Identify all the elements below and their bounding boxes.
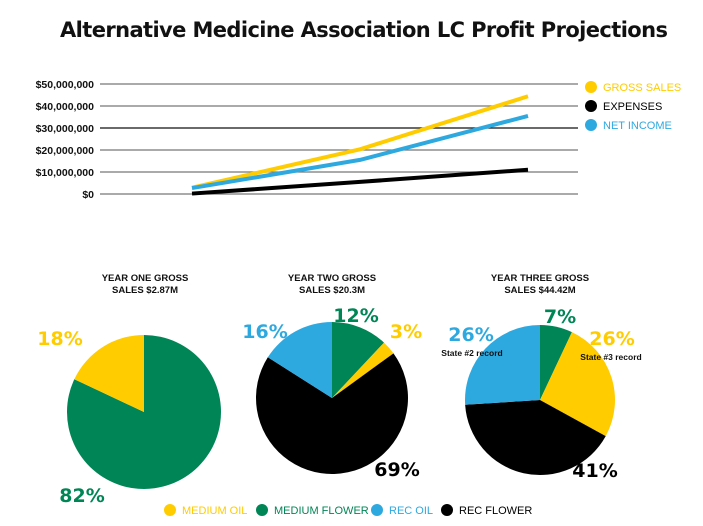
- pie-slice-rec-flower: [256, 353, 408, 474]
- pie-percent-label: 12%: [333, 305, 378, 327]
- pie-percent-label: 16%: [242, 321, 287, 343]
- pie-percent-label: 26%: [448, 324, 493, 346]
- pie-legend-marker-medium-flower: [256, 504, 268, 516]
- pie-title: YEAR THREE GROSS: [491, 273, 589, 284]
- pie-slice-medium-oil: [332, 342, 394, 398]
- pie-slice-medium-oil: [74, 335, 144, 412]
- pie-percent-label: 41%: [572, 460, 617, 482]
- pie-note: State #2 record: [441, 348, 502, 358]
- y-tick-label: $30,000,000: [36, 123, 95, 135]
- series-line-net-income: [191, 113, 529, 191]
- pie-title: SALES $2.87M: [112, 285, 178, 296]
- pie-note: State #3 record: [580, 352, 641, 362]
- pie-percent-label: 26%: [589, 328, 634, 350]
- pie-slice-rec-flower: [465, 400, 606, 476]
- y-tick-label: $20,000,000: [36, 145, 95, 157]
- pie-percent-label: 3%: [390, 321, 422, 343]
- y-tick-label: $0: [82, 189, 94, 201]
- y-tick-label: $10,000,000: [36, 167, 95, 179]
- pie-legend-label: REC OIL: [389, 505, 433, 517]
- legend-marker-expenses: [585, 100, 597, 112]
- pie-slice-rec-oil: [465, 325, 540, 405]
- pie-legend-marker-rec-flower: [441, 504, 453, 516]
- pie-title: SALES $20.3M: [299, 285, 365, 296]
- pie-percent-label: 7%: [544, 306, 576, 328]
- chart-title: Alternative Medicine Association LC Prof…: [60, 18, 668, 42]
- pie-legend-marker-rec-oil: [371, 504, 383, 516]
- pie-percent-label: 18%: [37, 328, 82, 350]
- y-tick-label: $50,000,000: [36, 79, 95, 91]
- pie-slice-medium-flower: [332, 322, 385, 398]
- y-tick-label: $40,000,000: [36, 101, 95, 113]
- series-line-expenses: [191, 167, 529, 196]
- pie-legend-label: MEDIUM FLOWER: [274, 505, 369, 517]
- pie-title: SALES $44.42M: [504, 285, 575, 296]
- pie-title: YEAR ONE GROSS: [102, 273, 189, 284]
- pie-slice-medium-oil: [540, 332, 615, 437]
- legend-label: EXPENSES: [603, 101, 662, 113]
- pie-title: YEAR TWO GROSS: [288, 273, 376, 284]
- pie-legend-marker-medium-oil: [164, 504, 176, 516]
- legend-marker-gross-sales: [585, 81, 597, 93]
- legend-label: GROSS SALES: [603, 82, 681, 94]
- pie-legend-label: MEDIUM OIL: [182, 505, 247, 517]
- pie-legend-label: REC FLOWER: [459, 505, 532, 517]
- pie-percent-label: 82%: [59, 485, 104, 507]
- legend-marker-net-income: [585, 119, 597, 131]
- pie-slice-medium-flower: [540, 325, 572, 400]
- pie-percent-label: 69%: [374, 459, 419, 481]
- legend-label: NET INCOME: [603, 120, 672, 132]
- pie-slice-rec-oil: [267, 322, 332, 398]
- series-line-gross-sales: [191, 94, 529, 190]
